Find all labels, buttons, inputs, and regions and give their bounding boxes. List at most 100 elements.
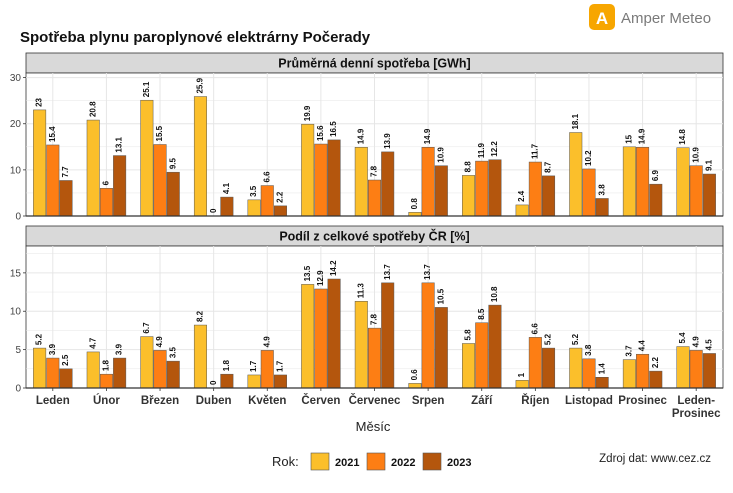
data-label: 1.8: [222, 360, 231, 372]
data-label: 23: [35, 97, 44, 106]
bar-2021: [193, 96, 207, 217]
bar-2022: [689, 165, 703, 217]
bar-2023: [59, 180, 73, 217]
data-label: 6: [102, 180, 111, 185]
data-label: 5.4: [678, 332, 687, 344]
bar-2023: [488, 304, 502, 389]
data-label: 19.9: [303, 105, 312, 121]
bar-2021: [622, 359, 636, 389]
bar-2021: [301, 123, 315, 217]
bar-2022: [368, 327, 381, 389]
bar-2022: [260, 185, 274, 217]
data-label: 11.9: [477, 142, 486, 158]
data-label: 9.1: [705, 159, 714, 171]
chart-title: Spotřeba plynu paroplynové elektrárny Po…: [20, 29, 371, 46]
bar-2021: [301, 284, 315, 389]
data-label: 7.7: [61, 166, 70, 178]
x-tick-label: Březen: [141, 395, 179, 407]
bar-2021: [462, 343, 476, 389]
x-axis-title: Měsíc: [356, 419, 391, 434]
data-label: 7.8: [370, 165, 379, 177]
bar-2023: [220, 373, 234, 389]
data-label: 14.9: [638, 128, 647, 144]
bar-2023: [434, 307, 448, 389]
data-label: 6.7: [142, 322, 151, 334]
data-label: 5.2: [35, 333, 44, 345]
bar-2023: [273, 374, 287, 389]
bar-2022: [421, 147, 435, 217]
bar-2021: [33, 347, 47, 389]
bar-2022: [528, 337, 542, 389]
bar-2023: [649, 370, 663, 389]
y-tick-label: 20: [10, 119, 22, 130]
data-label: 1.8: [102, 360, 111, 372]
data-label: 2.2: [651, 356, 660, 368]
bar-2022: [368, 179, 381, 217]
data-label: 11.7: [530, 143, 539, 159]
data-label: 13.7: [383, 264, 392, 280]
y-tick-label: 0: [15, 212, 21, 223]
bar-2022: [99, 373, 113, 389]
x-tick-label: Červenec: [349, 394, 401, 407]
bar-2023: [273, 205, 287, 217]
bar-2022: [260, 350, 274, 389]
brand-logo: A Amper Meteo: [589, 4, 711, 30]
x-tick-label: Říjen: [521, 394, 549, 407]
bar-2023: [381, 151, 395, 217]
data-label: 13.1: [115, 136, 124, 152]
bar-2023: [542, 175, 556, 217]
brand-logo-icon: [589, 4, 615, 30]
data-label: 4.7: [88, 337, 97, 349]
bar-2021: [676, 147, 690, 217]
data-label: 15.5: [155, 125, 164, 141]
bar-2023: [488, 159, 502, 217]
bar-2022: [314, 143, 328, 217]
x-tick-label: Srpen: [412, 395, 445, 407]
bar-2023: [702, 353, 716, 389]
data-label: 6.6: [262, 171, 271, 183]
legend-swatch-2023: [422, 452, 442, 471]
bar-2023: [220, 196, 234, 217]
data-label: 4.9: [691, 336, 700, 348]
legend-label: 2023: [447, 457, 471, 469]
data-label: 0: [209, 380, 218, 385]
bar-2023: [327, 278, 341, 389]
bar-2023: [595, 198, 609, 217]
bar-2021: [140, 99, 154, 217]
bar-2022: [46, 144, 60, 217]
bar-2022: [528, 161, 542, 217]
x-tick-label: Listopad: [565, 395, 613, 407]
bar-2023: [166, 360, 180, 389]
data-label: 1.7: [276, 360, 285, 372]
data-label: 14.2: [329, 260, 338, 276]
y-tick-label: 5: [15, 345, 21, 356]
data-label: 20.8: [88, 101, 97, 117]
data-label: 3.8: [584, 344, 593, 356]
data-label: 15.4: [48, 126, 57, 142]
data-label: 5.2: [571, 333, 580, 345]
data-label: 10.5: [436, 288, 445, 304]
data-label: 6.9: [651, 169, 660, 181]
bar-2021: [515, 380, 529, 389]
y-tick-label: 15: [10, 268, 22, 279]
brand-name: Amper Meteo: [621, 10, 711, 27]
bar-2023: [595, 377, 609, 389]
legend-title: Rok:: [272, 454, 299, 469]
bar-2023: [166, 171, 180, 217]
legend-label: 2021: [335, 457, 359, 469]
bar-2021: [569, 347, 583, 389]
data-label: 15.6: [316, 125, 325, 141]
data-label: 3.5: [249, 185, 258, 197]
bar-2023: [702, 173, 716, 217]
bar-2022: [421, 282, 435, 389]
x-tick-label: Září: [471, 395, 493, 407]
data-label: 14.9: [423, 128, 432, 144]
data-label: 3.9: [115, 343, 124, 355]
bar-2023: [381, 282, 395, 389]
legend-swatch-2021: [310, 452, 330, 471]
bar-2021: [193, 324, 207, 389]
data-label: 4.9: [155, 336, 164, 348]
data-label: 3.9: [48, 343, 57, 355]
